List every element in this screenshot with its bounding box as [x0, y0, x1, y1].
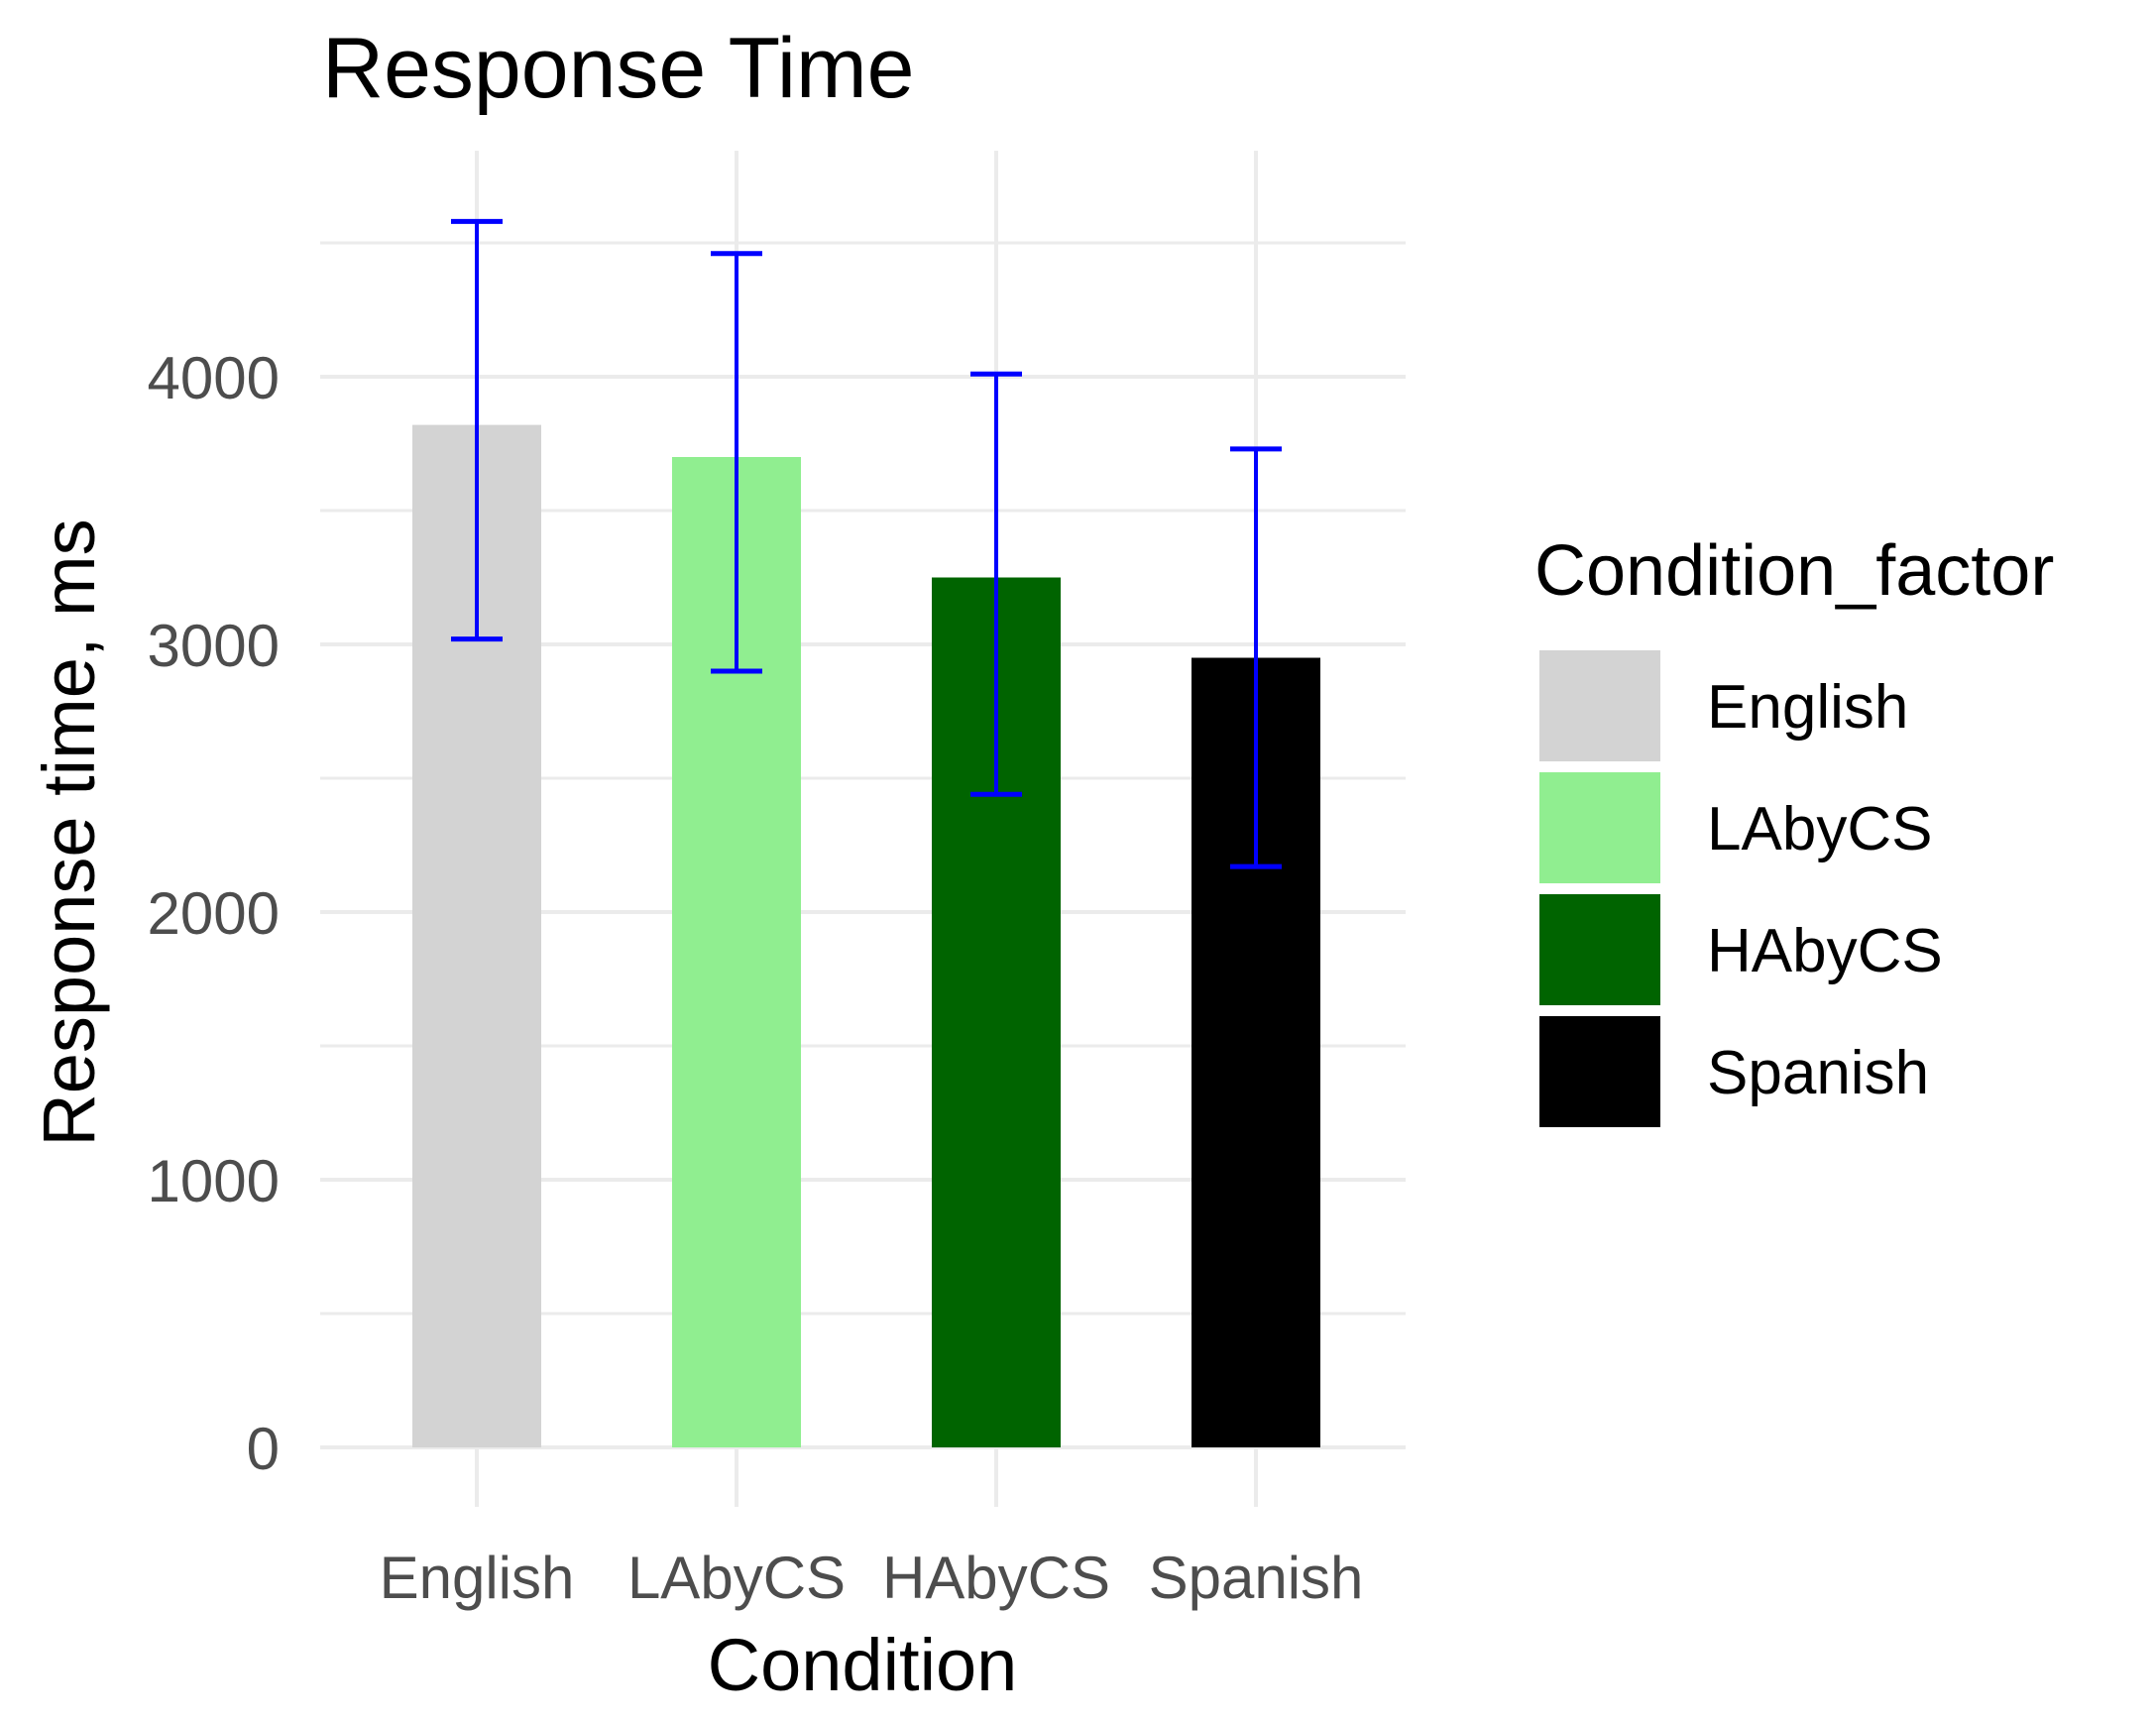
y-tick-label: 4000	[148, 345, 280, 411]
error-bars	[451, 218, 1282, 869]
x-tick-label: Spanish	[1149, 1545, 1364, 1611]
legend-title: Condition_factor	[1534, 531, 2054, 611]
y-tick-label: 1000	[148, 1148, 280, 1214]
legend-swatch	[1539, 650, 1660, 761]
bars	[412, 424, 1320, 1448]
legend-swatch	[1539, 772, 1660, 883]
x-tick-label: HAbyCS	[882, 1545, 1110, 1611]
y-axis-label: Response time, ms	[28, 518, 110, 1146]
legend-swatch	[1539, 894, 1660, 1005]
x-tick-label: LAbyCS	[627, 1545, 846, 1611]
legend-label: English	[1707, 673, 1908, 742]
legend-label: Spanish	[1707, 1039, 1929, 1107]
x-axis-label: Condition	[708, 1624, 1018, 1706]
axis-ticks: 0 1000 2000 3000 4000 English LAbyCS HAbyCS Span…	[148, 345, 1364, 1611]
legend-label: HAbyCS	[1707, 917, 1943, 985]
y-tick-label: 0	[247, 1416, 280, 1482]
legend-swatch	[1539, 1016, 1660, 1127]
legend-label: LAbyCS	[1707, 795, 1932, 863]
legend: English LAbyCS HAbyCS Spanish	[1539, 650, 1943, 1127]
x-tick-label: English	[380, 1545, 575, 1611]
y-tick-label: 2000	[148, 880, 280, 947]
y-tick-label: 3000	[148, 613, 280, 679]
chart-title: Response Time	[322, 21, 915, 116]
